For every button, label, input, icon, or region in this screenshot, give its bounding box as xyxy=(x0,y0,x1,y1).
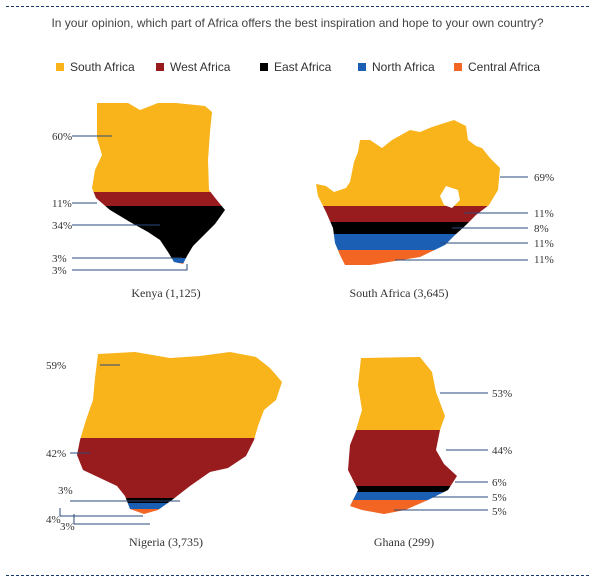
legend-swatch-west-africa xyxy=(156,63,164,71)
question-title: In your opinion, which part of Africa of… xyxy=(51,16,544,30)
legend-swatch-east-africa xyxy=(260,63,268,71)
legend-swatch-north-africa xyxy=(358,63,366,71)
top-divider xyxy=(6,6,589,7)
caption-nigeria: Nigeria (3,735) xyxy=(129,535,203,549)
pointer-nigeria-north-africa xyxy=(59,508,143,517)
legend-label-west-africa: West Africa xyxy=(170,60,231,74)
caption-south-africa: South Africa (3,645) xyxy=(350,286,449,300)
value-label-nigeria-west-africa: 42% xyxy=(46,448,66,460)
value-label-nigeria-east-africa: 3% xyxy=(58,485,73,497)
legend-item-central-africa: Central Africa xyxy=(454,60,540,76)
value-label-ghana-south-africa: 53% xyxy=(492,388,512,400)
band-south-africa-south-africa xyxy=(316,120,500,206)
legend-item-south-africa: South Africa xyxy=(56,60,135,76)
map-kenya: 60% 11% 34% 3%3% Kenya (1,125) xyxy=(52,103,225,300)
value-label-south-africa-east-africa: 8% xyxy=(534,223,549,235)
band-ghana-north-africa xyxy=(348,492,457,500)
band-kenya-south-africa xyxy=(92,103,225,192)
value-label-kenya-central-africa: 3% xyxy=(52,265,67,277)
legend-swatch-south-africa xyxy=(56,63,64,71)
value-label-south-africa-central-africa: 11% xyxy=(534,254,554,266)
value-label-nigeria-north-africa: 4% xyxy=(46,514,61,526)
band-kenya-central-africa xyxy=(92,263,225,264)
band-south-africa-north-africa xyxy=(316,234,500,250)
legend-label-central-africa: Central Africa xyxy=(468,60,541,74)
legend-item-north-africa: North Africa xyxy=(358,60,435,76)
band-kenya-east-africa xyxy=(92,206,225,258)
legend-item-east-africa: East Africa xyxy=(260,60,331,76)
value-label-south-africa-south-africa: 69% xyxy=(534,172,554,184)
legend-label-east-africa: East Africa xyxy=(274,60,332,74)
value-label-kenya-west-africa: 11% xyxy=(52,198,72,210)
legend-swatch-central-africa xyxy=(454,63,462,71)
legend-item-west-africa: West Africa xyxy=(156,60,230,76)
value-label-ghana-east-africa: 6% xyxy=(492,477,507,489)
map-south-africa: 69% 11% 8% 11% 11% South Africa (3,645) xyxy=(316,120,554,300)
value-label-ghana-north-africa: 5% xyxy=(492,492,507,504)
value-label-nigeria-south-africa: 59% xyxy=(46,360,66,372)
legend-label-south-africa: South Africa xyxy=(70,60,135,74)
legend-label-north-africa: North Africa xyxy=(372,60,435,74)
band-south-africa-west-africa xyxy=(316,206,500,222)
legend: South Africa West Africa East Africa Nor… xyxy=(56,60,556,76)
caption-ghana: Ghana (299) xyxy=(374,535,434,549)
lesotho-hole xyxy=(440,186,460,208)
band-nigeria-south-africa xyxy=(77,352,282,438)
band-ghana-east-africa xyxy=(348,486,457,492)
bottom-divider xyxy=(6,575,589,576)
value-label-kenya-north-africa: 3% xyxy=(52,253,67,265)
band-kenya-west-africa xyxy=(92,192,225,206)
value-label-nigeria-central-africa: 3% xyxy=(60,521,75,533)
value-label-kenya-east-africa: 34% xyxy=(52,220,72,232)
pointer-nigeria-central-africa xyxy=(73,514,150,525)
band-south-africa-east-africa xyxy=(316,222,500,234)
value-label-ghana-west-africa: 44% xyxy=(492,445,512,457)
pointer-kenya-central-africa xyxy=(72,264,188,271)
value-label-south-africa-north-africa: 11% xyxy=(534,238,554,250)
value-label-ghana-central-africa: 5% xyxy=(492,506,507,518)
caption-kenya: Kenya (1,125) xyxy=(131,286,200,300)
value-label-kenya-south-africa: 60% xyxy=(52,131,72,143)
value-label-south-africa-west-africa: 11% xyxy=(534,208,554,220)
